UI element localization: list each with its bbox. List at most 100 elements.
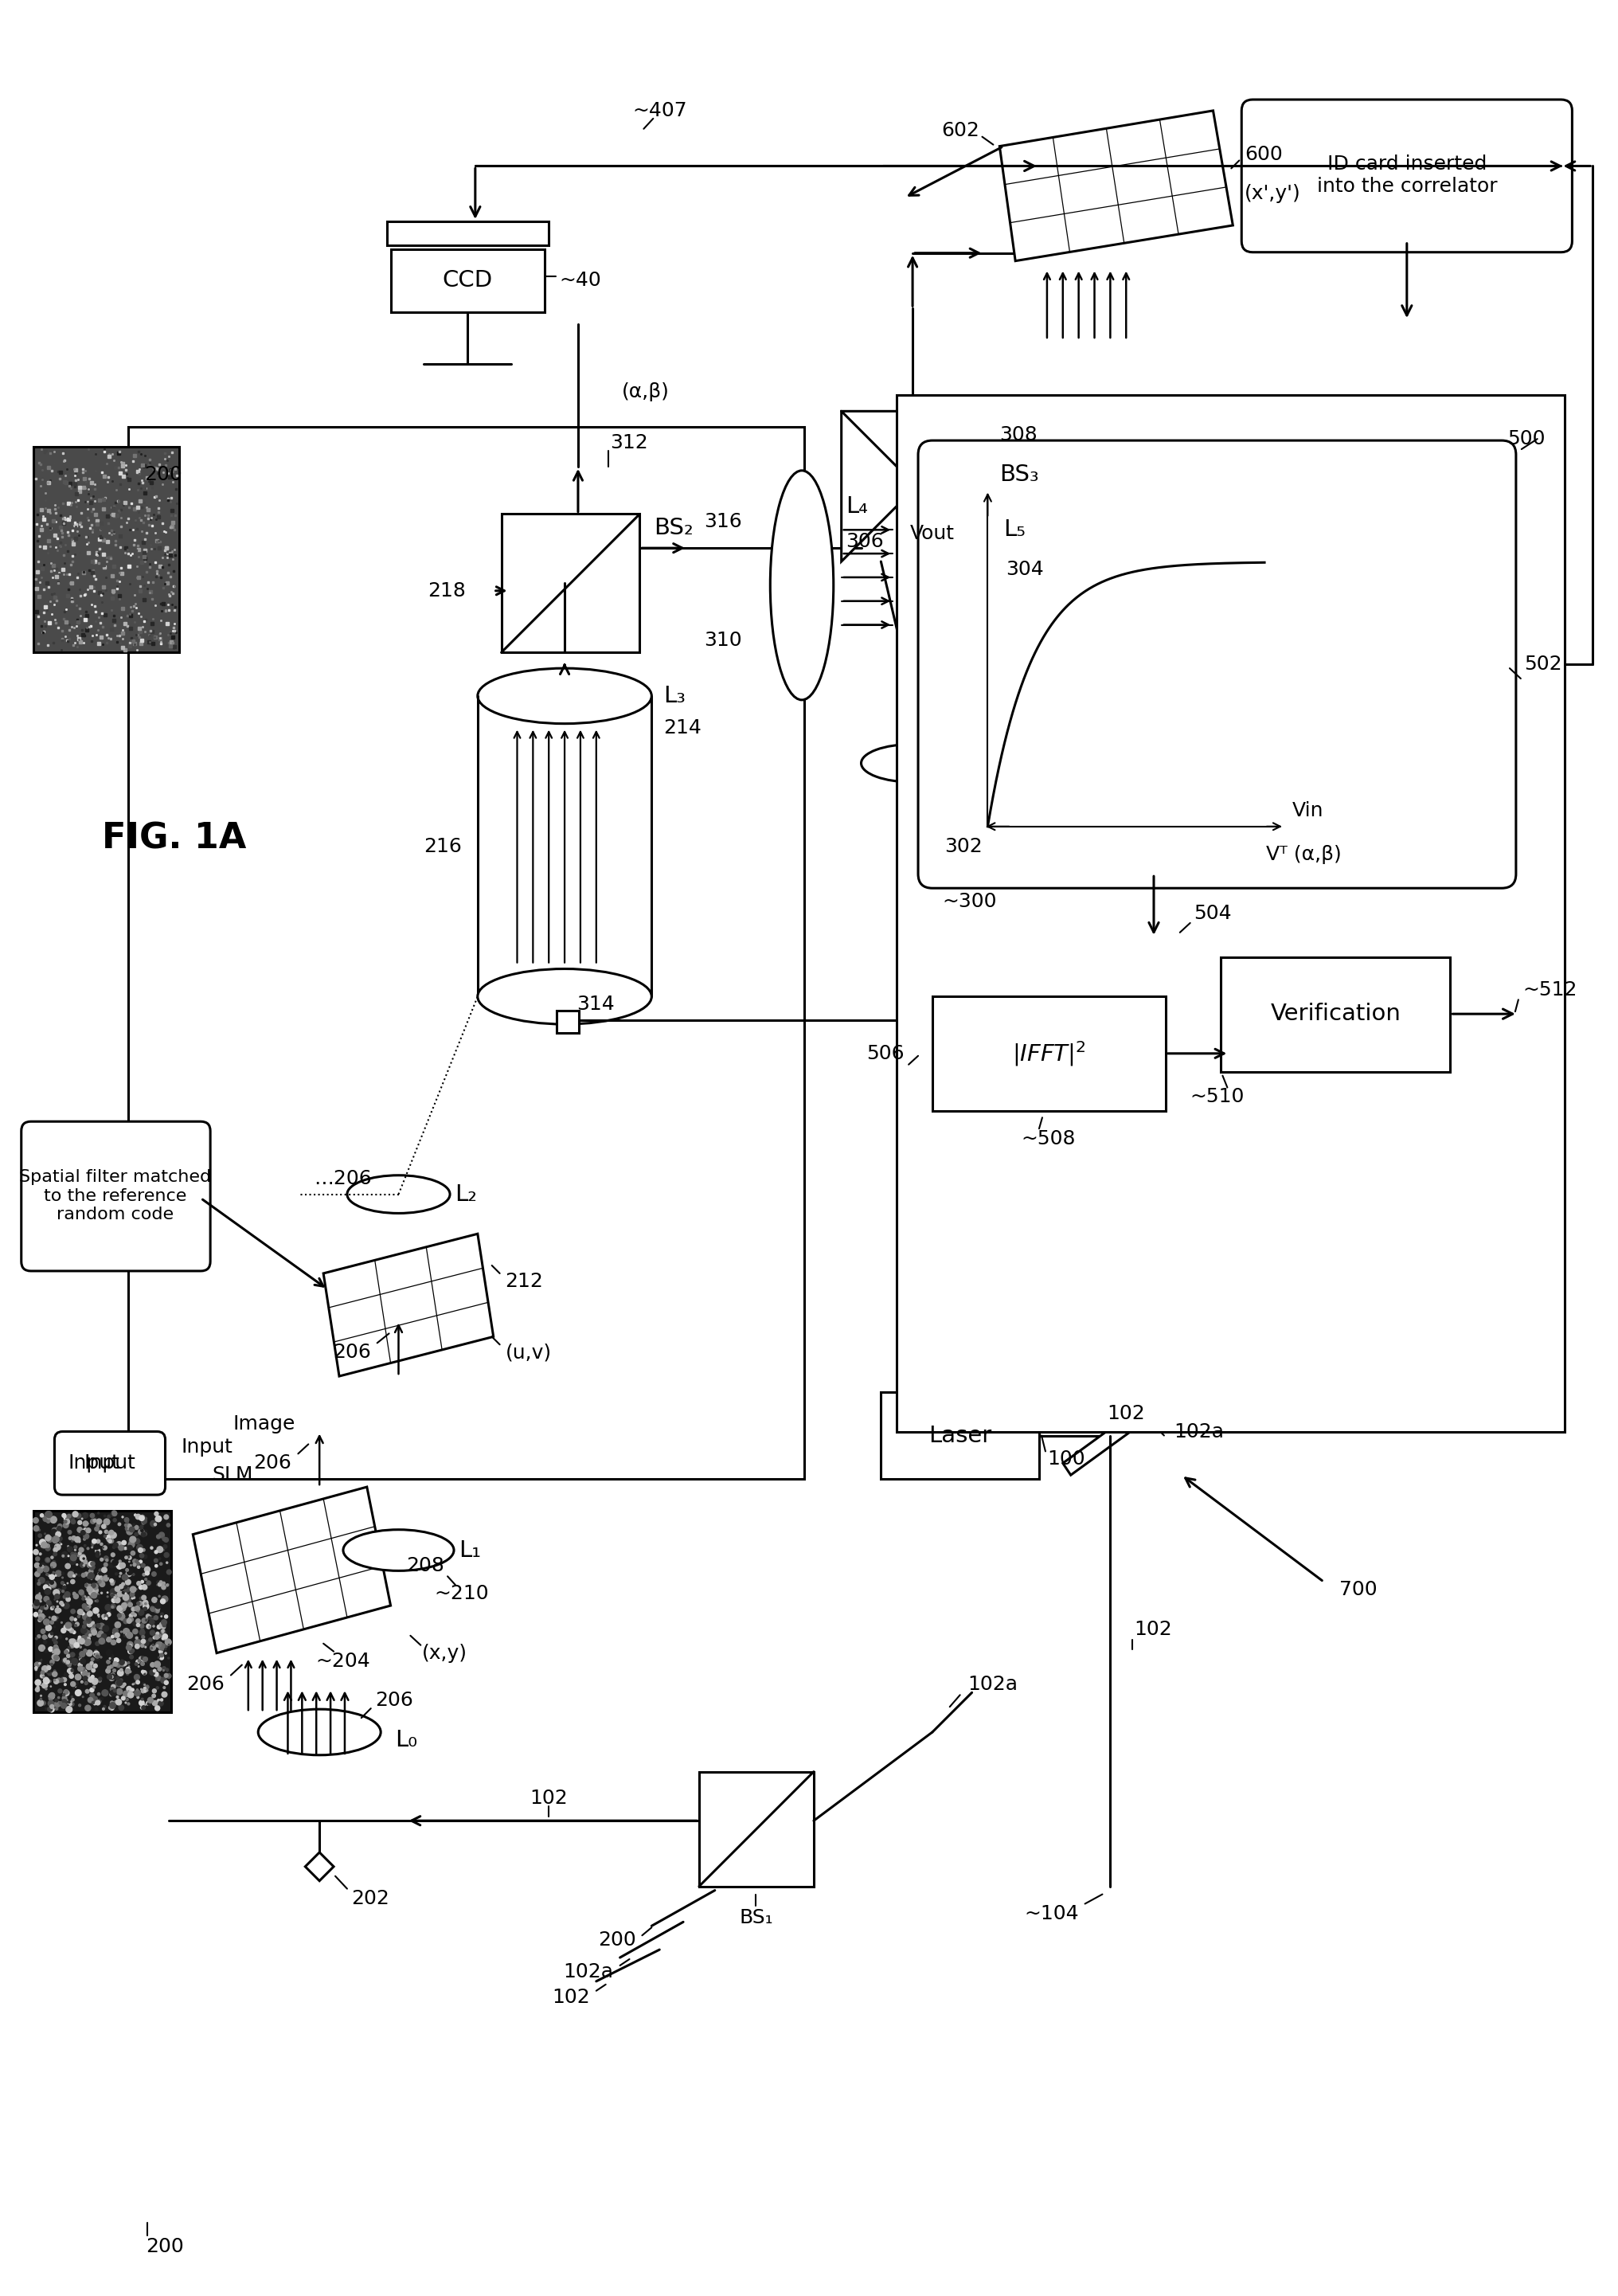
Circle shape (79, 1589, 84, 1596)
Circle shape (163, 1674, 168, 1678)
Circle shape (99, 1637, 105, 1644)
Text: 602: 602 (942, 122, 979, 140)
Circle shape (66, 1515, 71, 1518)
Text: 102: 102 (1134, 1619, 1171, 1639)
Text: L₀: L₀ (395, 1729, 417, 1752)
Circle shape (92, 1623, 95, 1628)
Circle shape (89, 1676, 95, 1683)
Circle shape (45, 1589, 50, 1593)
Circle shape (50, 1557, 53, 1559)
Text: 700: 700 (1340, 1580, 1377, 1600)
Circle shape (113, 1545, 115, 1548)
Circle shape (142, 1658, 147, 1662)
Circle shape (162, 1596, 168, 1603)
Circle shape (52, 1655, 57, 1660)
Circle shape (126, 1529, 133, 1534)
Circle shape (87, 1587, 92, 1591)
Circle shape (47, 1706, 52, 1711)
Circle shape (139, 1630, 144, 1635)
Circle shape (107, 1651, 112, 1655)
Circle shape (70, 1646, 73, 1649)
Circle shape (83, 1621, 87, 1623)
Circle shape (110, 1589, 116, 1596)
Circle shape (92, 1607, 99, 1614)
Text: 312: 312 (610, 434, 647, 452)
Circle shape (113, 1658, 118, 1662)
Circle shape (63, 1522, 68, 1527)
Circle shape (129, 1655, 133, 1658)
Circle shape (65, 1651, 68, 1653)
Circle shape (155, 1642, 162, 1646)
Circle shape (86, 1605, 91, 1609)
Circle shape (123, 1635, 126, 1637)
Circle shape (97, 1692, 100, 1694)
Text: 102: 102 (1107, 1403, 1144, 1424)
Circle shape (53, 1646, 58, 1651)
Ellipse shape (346, 1176, 450, 1212)
Bar (557, 1010, 579, 1033)
Circle shape (95, 1642, 99, 1646)
Circle shape (53, 1642, 57, 1644)
Text: BS₃: BS₃ (998, 464, 1039, 487)
Circle shape (37, 1685, 39, 1688)
Circle shape (47, 1667, 50, 1669)
Circle shape (102, 1626, 108, 1632)
Circle shape (160, 1630, 165, 1635)
Circle shape (134, 1678, 138, 1681)
Circle shape (45, 1557, 49, 1561)
FancyBboxPatch shape (21, 1120, 210, 1272)
Circle shape (63, 1596, 66, 1598)
Circle shape (61, 1704, 66, 1708)
Text: 600: 600 (1244, 145, 1281, 163)
Circle shape (81, 1554, 86, 1559)
Circle shape (129, 1649, 133, 1653)
Circle shape (55, 1642, 57, 1644)
Circle shape (71, 1609, 74, 1614)
Circle shape (125, 1518, 128, 1522)
FancyBboxPatch shape (1241, 99, 1571, 253)
Circle shape (83, 1605, 86, 1609)
Circle shape (150, 1630, 155, 1635)
Circle shape (50, 1582, 57, 1589)
Circle shape (142, 1671, 146, 1674)
Polygon shape (1063, 1401, 1157, 1474)
Circle shape (39, 1534, 42, 1538)
Circle shape (79, 1658, 83, 1660)
Circle shape (146, 1568, 149, 1573)
Circle shape (110, 1582, 115, 1584)
Circle shape (81, 1564, 84, 1568)
Circle shape (154, 1559, 157, 1561)
Circle shape (74, 1642, 79, 1649)
Circle shape (163, 1545, 167, 1548)
Circle shape (133, 1564, 136, 1566)
Circle shape (83, 1671, 87, 1676)
Circle shape (118, 1614, 121, 1616)
Circle shape (157, 1626, 160, 1628)
Circle shape (52, 1538, 58, 1543)
Circle shape (154, 1637, 155, 1639)
Circle shape (129, 1538, 134, 1543)
Circle shape (92, 1678, 97, 1685)
Circle shape (104, 1575, 108, 1582)
Circle shape (157, 1699, 160, 1701)
Circle shape (128, 1603, 133, 1607)
Text: Input: Input (68, 1453, 120, 1472)
Circle shape (57, 1527, 60, 1531)
Circle shape (61, 1513, 66, 1518)
Circle shape (150, 1607, 155, 1612)
Circle shape (92, 1584, 99, 1589)
Text: 202: 202 (351, 1890, 388, 1908)
Circle shape (91, 1561, 95, 1566)
Polygon shape (998, 110, 1233, 262)
Text: 502: 502 (1523, 654, 1561, 675)
Circle shape (76, 1690, 81, 1694)
Circle shape (61, 1678, 66, 1681)
Circle shape (94, 1665, 97, 1667)
Text: Spatial filter matched
to the reference
random code: Spatial filter matched to the reference … (19, 1169, 212, 1221)
Circle shape (73, 1630, 76, 1635)
Circle shape (70, 1639, 74, 1644)
Circle shape (115, 1632, 118, 1637)
Circle shape (141, 1628, 144, 1632)
Circle shape (74, 1536, 81, 1543)
Circle shape (36, 1570, 40, 1577)
